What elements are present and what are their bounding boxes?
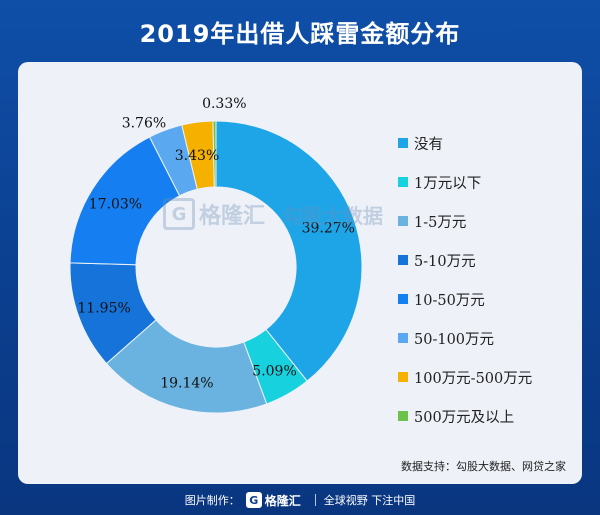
legend-item-10-50w: 10-50万元 xyxy=(398,289,485,309)
footer-divider xyxy=(314,494,316,506)
legend-swatch xyxy=(398,411,408,421)
legend-item-100-500w: 100万元-500万元 xyxy=(398,367,532,387)
legend-item-5-10w: 5-10万元 xyxy=(398,250,476,270)
value-label-none: 39.27% xyxy=(302,221,355,237)
slice-none xyxy=(215,120,363,382)
footer-slogan: 全球视野 下注中国 xyxy=(323,494,416,507)
legend-swatch xyxy=(398,294,408,304)
value-label-5-10w: 11.95% xyxy=(77,300,130,316)
slice-1-5w xyxy=(105,319,268,414)
value-label-50-100w: 3.76% xyxy=(122,115,166,131)
footer-label: 图片制作： xyxy=(184,494,240,507)
legend-swatch xyxy=(398,216,408,226)
footer-logo-text: 格隆汇 xyxy=(264,493,301,508)
legend-swatch xyxy=(398,138,408,148)
legend-label: 500万元及以上 xyxy=(414,409,515,426)
legend-item-none: 没有 xyxy=(398,133,443,153)
footer-logo: G 格隆汇 xyxy=(245,492,301,509)
value-label-100-500w: 3.43% xyxy=(175,148,219,164)
legend-item-over-500w: 500万元及以上 xyxy=(398,406,514,426)
legend-label: 5-10万元 xyxy=(414,253,476,270)
legend-item-50-100w: 50-100万元 xyxy=(398,328,494,348)
legend-label: 50-100万元 xyxy=(414,331,495,348)
gelonghui-logo-icon: G xyxy=(245,492,262,508)
legend-label: 1万元以下 xyxy=(414,175,482,192)
data-source-note: 数据支持：勾股大数据、网贷之家 xyxy=(401,460,566,473)
legend-label: 没有 xyxy=(414,136,443,153)
legend-label: 10-50万元 xyxy=(414,292,485,309)
page-title: 2019年出借人踩雷金额分布 xyxy=(139,20,461,48)
footer: 图片制作： G 格隆汇 全球视野 下注中国 xyxy=(0,488,600,512)
legend-swatch xyxy=(398,177,408,187)
value-label-10-50w: 17.03% xyxy=(89,196,142,212)
value-label-1-5w: 19.14% xyxy=(160,375,213,391)
slice-over-500w xyxy=(212,120,217,188)
legend-swatch xyxy=(398,333,408,343)
legend-label: 1-5万元 xyxy=(414,214,467,231)
legend-label: 100万元-500万元 xyxy=(414,370,533,387)
legend-swatch xyxy=(398,255,408,265)
value-label-over-500w: 0.33% xyxy=(202,96,246,112)
legend-item-1-5w: 1-5万元 xyxy=(398,211,466,231)
value-label-under-1w: 5.09% xyxy=(252,364,296,380)
legend-item-under-1w: 1万元以下 xyxy=(398,172,481,192)
legend-swatch xyxy=(398,372,408,382)
